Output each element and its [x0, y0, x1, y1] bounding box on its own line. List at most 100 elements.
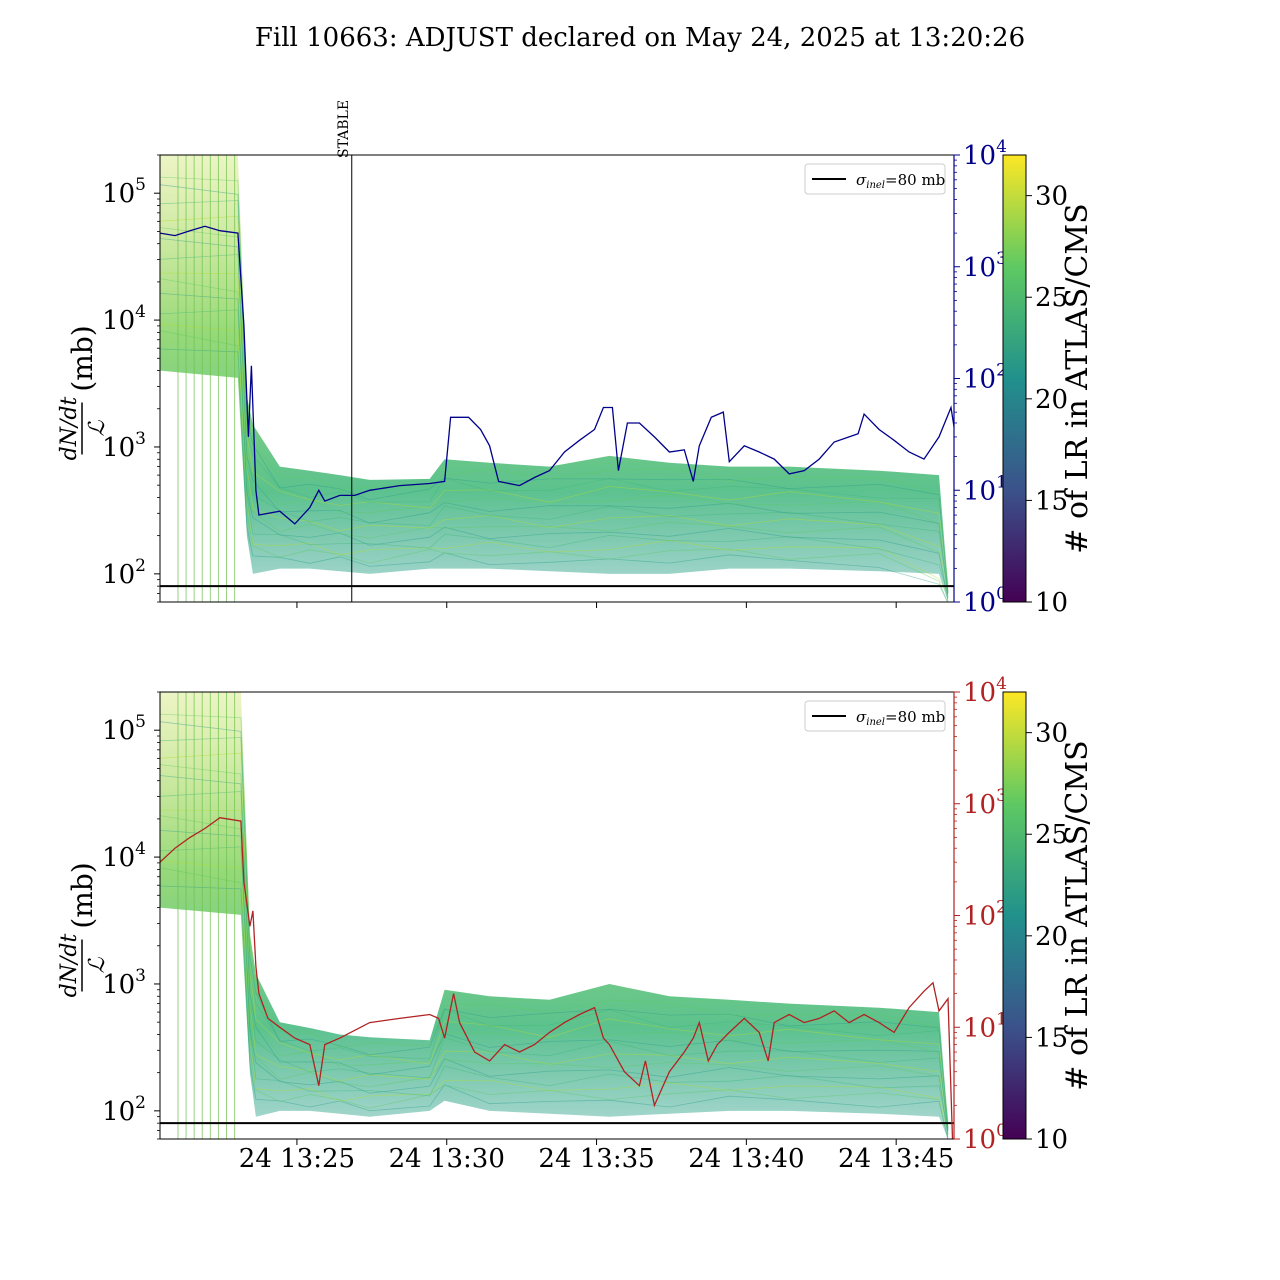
luminosity-line — [160, 817, 954, 1139]
bunch-curve — [160, 238, 949, 598]
y-tick-label: 104 — [102, 839, 146, 873]
y2-tick-label: 104 — [963, 137, 1007, 171]
y-label-unit: (mb) — [66, 862, 99, 928]
legend: σinel=80 mb — [804, 163, 946, 195]
y-axis-label: dN/dt ℒ (mb) — [57, 325, 110, 460]
legend-label: σinel=80 mb — [856, 171, 945, 191]
y-tick-exponent: 2 — [135, 556, 146, 576]
legend-rest: =80 mb — [885, 171, 945, 189]
y-label-unit: (mb) — [66, 325, 99, 391]
y2-tick-exponent: 3 — [996, 786, 1007, 806]
y2-tick-label: 103 — [963, 786, 1007, 820]
y2-tick-exponent: 3 — [996, 249, 1007, 269]
luminosity-line — [160, 225, 954, 525]
y-tick-label: 102 — [102, 1093, 146, 1127]
colorbar-tick-label: 10 — [1035, 1125, 1068, 1155]
y2-tick-exponent: 0 — [996, 1121, 1007, 1141]
bunch-curve — [160, 775, 949, 1135]
x-tick-label: 24 13:45 — [838, 1144, 954, 1174]
y2-tick-exponent: 1 — [996, 1009, 1007, 1029]
colorbar-tick-label: 15 — [1035, 486, 1068, 516]
bunch-curve — [160, 737, 949, 1129]
y2-tick-label: 101 — [963, 472, 1007, 506]
bunch-curve — [160, 752, 949, 1123]
legend-sigma: σ — [856, 708, 867, 726]
y2-tick-exponent: 2 — [996, 898, 1007, 918]
colorbar-label: # of LR in ATLAS/CMS — [1060, 740, 1095, 1090]
plot-content — [160, 155, 954, 602]
colorbar-tick-label: 25 — [1035, 283, 1068, 313]
bunch-curve — [160, 860, 949, 1132]
bunch-curve — [160, 323, 949, 595]
y2-tick-label: 102 — [963, 361, 1007, 395]
y2-tick-label: 102 — [963, 898, 1007, 932]
y2-tick-exponent: 4 — [996, 674, 1007, 694]
y2-tick-label: 100 — [963, 1121, 1007, 1155]
y2-tick-exponent: 2 — [996, 361, 1007, 381]
y-tick-exponent: 2 — [135, 1093, 146, 1113]
y-tick-label: 104 — [102, 302, 146, 336]
colorbar-tick-label: 20 — [1035, 385, 1068, 415]
y-label-numerator: dN/dt — [57, 934, 82, 998]
colorbar-tick-label: 15 — [1035, 1023, 1068, 1053]
plot-content — [160, 692, 954, 1139]
colorbar — [1002, 154, 1027, 603]
y-tick-exponent: 5 — [135, 175, 146, 195]
y-label-numerator: dN/dt — [57, 397, 82, 461]
colorbar-tick-label: 10 — [1035, 588, 1068, 618]
stable-marker-label: STABLE — [336, 100, 352, 158]
bunch-curve — [160, 721, 949, 1131]
y-tick-label: 105 — [102, 175, 146, 209]
y2-tick-label: 104 — [963, 674, 1007, 708]
y2-tick-exponent: 0 — [996, 584, 1007, 604]
bunch-curves-band — [160, 692, 948, 1139]
y-label-denominator: ℒ — [85, 419, 110, 436]
bunch-curve — [160, 293, 949, 602]
legend: σinel=80 mb — [804, 700, 946, 732]
y2-tick-exponent: 1 — [996, 472, 1007, 492]
bunch-curve — [160, 885, 949, 1139]
legend-box — [804, 700, 946, 732]
x-tick-label: 24 13:40 — [688, 1144, 804, 1174]
legend-label: σinel=80 mb — [856, 708, 945, 728]
bunch-curve — [160, 830, 949, 1139]
y2-tick-label: 101 — [963, 1009, 1007, 1043]
y-axis-label: dN/dt ℒ (mb) — [57, 862, 110, 997]
bunch-curve — [160, 348, 948, 602]
figure-title: Fill 10663: ADJUST declared on May 24, 2… — [255, 23, 1025, 53]
y-tick-exponent: 3 — [135, 966, 146, 986]
y-tick-exponent: 5 — [135, 712, 146, 732]
colorbar-tick-label: 30 — [1035, 719, 1068, 749]
legend-rest: =80 mb — [885, 708, 945, 726]
bunch-curves-band — [160, 155, 948, 602]
bunch-curve — [160, 215, 949, 586]
legend-sigma: σ — [856, 171, 867, 189]
x-tick-label: 24 13:30 — [389, 1144, 505, 1174]
y-tick-exponent: 4 — [135, 839, 146, 859]
bunch-curve — [160, 309, 949, 595]
bunch-curve — [160, 272, 949, 590]
colorbar-label: # of LR in ATLAS/CMS — [1060, 203, 1095, 553]
colorbar-tick-label: 25 — [1035, 820, 1068, 850]
colorbar-tick-label: 30 — [1035, 182, 1068, 212]
bunch-curve — [160, 330, 948, 602]
y-tick-label: 102 — [102, 556, 146, 590]
y-tick-exponent: 3 — [135, 429, 146, 449]
y2-tick-label: 100 — [963, 584, 1007, 618]
bunch-curve — [160, 764, 949, 1128]
bunch-curve — [160, 227, 949, 591]
y-tick-exponent: 4 — [135, 302, 146, 322]
x-tick-label: 24 13:35 — [538, 1144, 654, 1174]
bunch-curve — [160, 846, 949, 1132]
bunch-curve — [160, 809, 949, 1127]
colorbar-tick-label: 20 — [1035, 922, 1068, 952]
y2-tick-label: 103 — [963, 249, 1007, 283]
bunch-curve — [160, 278, 949, 598]
legend-subscript: inel — [866, 717, 885, 728]
bunch-curve — [160, 867, 949, 1139]
legend-box — [804, 163, 946, 195]
y-label-denominator: ℒ — [85, 956, 110, 973]
